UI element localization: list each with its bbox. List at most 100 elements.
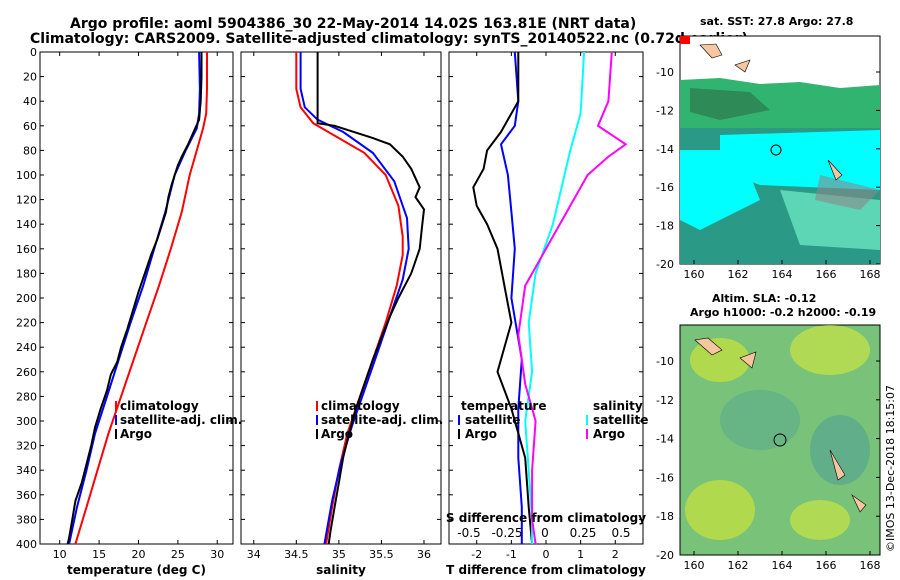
- map-x-tick-label: 168: [860, 559, 881, 572]
- y-tick-label: 300: [16, 415, 37, 428]
- y-tick-label: 80: [23, 144, 37, 157]
- legend-entry: satellite: [593, 413, 648, 427]
- y-tick-label: 140: [16, 218, 37, 231]
- map-x-tick-label: 160: [684, 559, 705, 572]
- temperature-panel: 0 20 40 60 80 100 120 140 160 180 200 220 240 260 280 3…: [16, 46, 242, 577]
- map-x-tick-label: 166: [816, 559, 837, 572]
- y-tick-label: 40: [23, 95, 37, 108]
- difference-xlabel: T difference from climatology: [446, 563, 646, 577]
- map-y-tick-label: -18: [656, 220, 674, 233]
- y-tick-label: 400: [16, 538, 37, 551]
- legend-entry: Argo: [120, 427, 152, 441]
- legend-entry: Argo: [321, 427, 353, 441]
- sla-map: [679, 324, 881, 556]
- map-y-tick-label: -20: [656, 258, 674, 271]
- argo-location-marker: [770, 144, 782, 156]
- sla-map-title-line1: Altim. SLA: -0.12: [712, 292, 816, 305]
- map-y-tick-label: -14: [656, 433, 674, 446]
- x-secondary-tick-label: -0.25: [491, 526, 522, 540]
- map-x-tick-label: 160: [684, 268, 705, 281]
- difference-secondary-xlabel: S difference from climatology: [446, 511, 646, 525]
- map-x-tick-label: 168: [860, 268, 881, 281]
- temperature-xlabel: temperature (deg C): [67, 563, 206, 577]
- y-tick-label: 60: [23, 120, 37, 133]
- sla-map-axes: 160 162 164 166 168 -10 -12 -14 -16 -18 -20: [656, 355, 880, 572]
- legend-entry: satellite: [465, 413, 520, 427]
- y-tick-label: 260: [16, 366, 37, 379]
- map-x-tick-label: 162: [728, 559, 749, 572]
- series-line-argo: [316, 52, 426, 545]
- series-line-salinity-satellite: [524, 51, 586, 544]
- x-tick-label: 0: [543, 548, 550, 561]
- legend-right-title: salinity: [593, 399, 643, 413]
- legend-entry: Argo: [465, 427, 497, 441]
- y-tick-label: 220: [16, 317, 37, 330]
- y-tick-label: 360: [16, 489, 37, 502]
- series-line-argo-salinity: [517, 51, 628, 545]
- y-tick-label: 0: [30, 46, 37, 59]
- map-y-tick-label: -10: [656, 66, 674, 79]
- x-secondary-tick-label: 0.5: [611, 526, 630, 540]
- y-tick-label: 20: [23, 71, 37, 84]
- x-tick-label: 20: [131, 548, 145, 561]
- series-line-climatology: [74, 52, 208, 545]
- map-y-tick-label: -18: [656, 510, 674, 523]
- argo-location-marker-sla: [773, 433, 787, 447]
- x-tick-label: 1: [577, 548, 584, 561]
- series-line-argo-temperature: [472, 52, 534, 545]
- y-tick-label: 380: [16, 513, 37, 526]
- x-secondary-tick-label: 0.25: [570, 526, 597, 540]
- map-x-tick-label: 166: [816, 268, 837, 281]
- y-tick-label: 100: [16, 169, 37, 182]
- y-tick-label: 280: [16, 390, 37, 403]
- x-secondary-tick-label: 0: [541, 526, 549, 540]
- x-tick-label: 25: [171, 548, 185, 561]
- x-tick-label: 36: [417, 548, 431, 561]
- map-y-tick-label: -10: [656, 355, 674, 368]
- y-tick-label: 200: [16, 292, 37, 305]
- difference-panel: -2 -1 0 1 2 T difference from climatology temp…: [446, 51, 648, 577]
- sla-map-title-line2: Argo h1000: -0.2 h2000: -0.19: [690, 306, 876, 319]
- title-line1: Argo profile: aoml 5904386_30 22-May-201…: [70, 16, 636, 32]
- map-y-tick-label: -14: [656, 143, 674, 156]
- y-tick-label: 180: [16, 267, 37, 280]
- x-tick-label: 34.5: [284, 548, 309, 561]
- legend-entry: satellite-adj. clim.: [120, 413, 242, 427]
- map-x-tick-label: 164: [772, 559, 793, 572]
- sst-map-title: sat. SST: 27.8 Argo: 27.8: [700, 15, 853, 28]
- map-y-tick-label: -16: [656, 471, 674, 484]
- map-y-tick-label: -12: [656, 394, 674, 407]
- y-tick-label: 160: [16, 243, 37, 256]
- difference-plot-area: [448, 51, 644, 545]
- x-tick-label: 30: [210, 548, 224, 561]
- y-tick-label: 340: [16, 464, 37, 477]
- sst-map-axes: 160 162 164 166 168 -10 -12 -14 -16 -18 -20: [656, 66, 880, 281]
- legend-left-title: temperature: [461, 399, 546, 413]
- map-y-tick-label: -16: [656, 181, 674, 194]
- x-tick-label: 35: [332, 548, 346, 561]
- map-y-tick-label: -20: [656, 549, 674, 562]
- series-line-argo: [66, 52, 203, 545]
- legend-entry: climatology: [120, 399, 199, 413]
- x-tick-label: 34: [247, 548, 261, 561]
- x-tick-label: 10: [53, 548, 67, 561]
- map-x-tick-label: 164: [772, 268, 793, 281]
- legend-entry: satellite-adj. clim.: [321, 413, 443, 427]
- x-secondary-tick-label: -0.5: [457, 526, 480, 540]
- x-tick-label: 15: [92, 548, 106, 561]
- salinity-xlabel: salinity: [316, 563, 366, 577]
- sst-map: [679, 35, 881, 265]
- credit-text: ©IMOS 13-Dec-2018 18:15:07: [884, 385, 897, 552]
- x-tick-label: -2: [471, 548, 482, 561]
- x-tick-label: 35.5: [369, 548, 394, 561]
- map-x-tick-label: 162: [728, 268, 749, 281]
- title-line2: Climatology: CARS2009. Satellite-adjuste…: [30, 31, 748, 47]
- series-line-temperature-satellite: [499, 51, 523, 544]
- legend-entry: climatology: [321, 399, 400, 413]
- legend-entry: Argo: [593, 427, 625, 441]
- series-line-climatology: [295, 52, 404, 545]
- x-tick-label: 2: [612, 548, 619, 561]
- y-tick-label: 320: [16, 440, 37, 453]
- x-tick-label: -1: [506, 548, 517, 561]
